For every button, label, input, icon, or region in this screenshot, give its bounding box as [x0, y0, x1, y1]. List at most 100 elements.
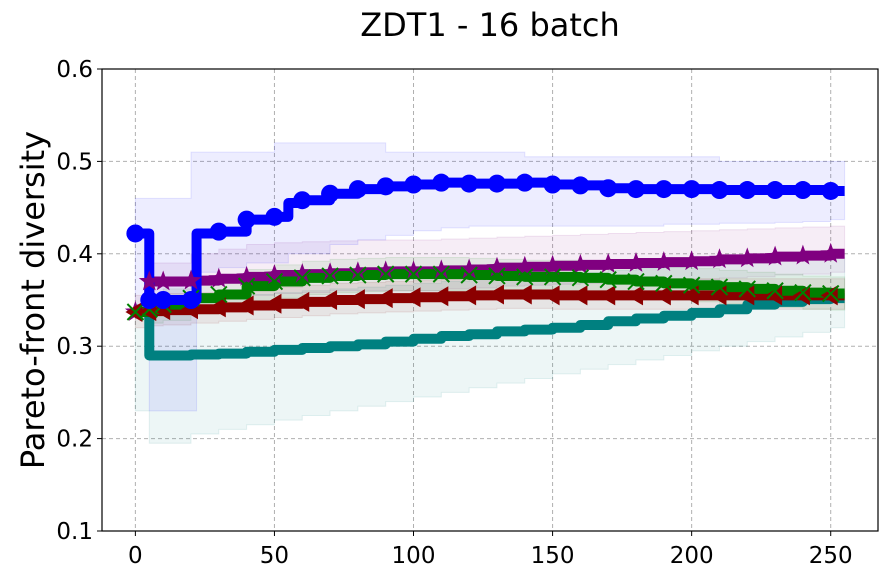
blue-data-point [348, 180, 367, 199]
darkred-data-point [765, 285, 783, 306]
darkred-data-point [347, 289, 365, 310]
green-data-point [404, 265, 423, 283]
green-data-point [265, 272, 284, 291]
purple-data-point [138, 270, 160, 291]
purple-data-point [569, 253, 591, 274]
teal-series-line [135, 293, 845, 361]
green-data-point [571, 269, 590, 287]
blue-data-point [515, 173, 534, 192]
blue-data-point [376, 177, 395, 196]
purple-data-point [542, 254, 563, 275]
y-tick-label: 0.1 [56, 519, 93, 545]
green-data-point [237, 277, 256, 295]
green-data-point [822, 284, 840, 303]
darkred-data-point [264, 293, 282, 314]
blue-data-point [432, 173, 451, 192]
x-tick-label: 100 [392, 543, 436, 569]
purple-data-point [319, 262, 341, 283]
x-tick-label: 250 [809, 543, 853, 569]
purple-data-point [347, 261, 369, 282]
blue-band [134, 142, 846, 412]
green-data-point [655, 274, 673, 293]
blue-data-point [265, 207, 284, 226]
blue-data-point [321, 184, 340, 203]
green-data-point [766, 282, 784, 300]
plot-frame [101, 68, 879, 532]
y-tick-label: 0.3 [56, 334, 93, 360]
blue-data-point [140, 291, 159, 309]
blue-data-point [237, 210, 256, 229]
blue-data-point [460, 174, 479, 193]
purple-data-point [514, 255, 536, 276]
blue-data-point [793, 181, 812, 200]
green-data-point [543, 268, 562, 286]
purple-data-point [430, 259, 452, 280]
darkred-data-point [403, 287, 421, 308]
purple-data-point [375, 260, 397, 281]
blue-data-point [182, 291, 201, 309]
green-data-point [516, 268, 534, 286]
purple-data-point [653, 251, 675, 271]
blue-data-point [682, 180, 701, 199]
axis-ticks: 0 50 100 150 200 250 0.1 0.2 0.3 0.4 0.5 0.6 [56, 57, 852, 569]
purple-data-point [820, 242, 842, 263]
purple-data-point [597, 253, 619, 273]
green-data-point [126, 303, 145, 321]
green-data-point [738, 280, 756, 298]
series-markers [124, 173, 842, 323]
purple-data-point [681, 250, 703, 271]
y-tick-label: 0.5 [56, 149, 93, 175]
green-data-point [293, 269, 311, 287]
darkred-data-point [459, 285, 477, 306]
purple-data-point [236, 265, 258, 286]
x-tick-label: 0 [128, 543, 143, 569]
darkred-data-point [375, 288, 393, 309]
darkred-data-point [570, 285, 588, 306]
purple-data-point [625, 252, 647, 272]
y-tick-label: 0.6 [56, 57, 93, 83]
blue-data-point [571, 176, 590, 195]
darkred-data-point [486, 284, 504, 305]
y-tick-label: 0.2 [56, 427, 93, 453]
darkred-data-point [208, 297, 226, 318]
purple-data-point [264, 264, 285, 284]
blue-data-point [599, 179, 618, 198]
purple-data-point [180, 269, 202, 290]
y-axis-label: Pareto-front diversity [14, 131, 52, 469]
green-data-point [794, 283, 812, 302]
x-tick-label: 150 [531, 543, 575, 569]
green-data-point [627, 272, 645, 291]
x-tick-label: 200 [670, 543, 714, 569]
purple-data-point [403, 260, 424, 281]
green-data-point [349, 266, 367, 284]
purple-data-point [291, 263, 313, 283]
blue-data-point [627, 180, 646, 199]
darkred-data-point [653, 285, 671, 306]
blue-data-point [154, 291, 173, 309]
blue-data-point [766, 181, 785, 200]
green-data-point [682, 276, 701, 294]
purple-data-point [486, 256, 508, 277]
green-data-point [488, 267, 506, 285]
blue-data-point [404, 175, 423, 194]
green-data-point [321, 267, 339, 285]
darkred-data-point [292, 291, 310, 312]
blue-data-point [209, 222, 228, 241]
green-data-point [710, 278, 729, 296]
green-data-point [376, 265, 395, 283]
green-data-point [460, 266, 478, 284]
green-data-point [432, 265, 451, 283]
darkred-data-point [542, 285, 560, 306]
blue-data-point [543, 175, 562, 194]
darkred-data-point [125, 302, 143, 323]
darkred-data-point [320, 290, 338, 310]
blue-data-point [487, 174, 506, 193]
chart-title: ZDT1 - 16 batch [360, 6, 620, 44]
x-tick-label: 50 [260, 543, 289, 569]
blue-data-point [710, 181, 729, 200]
darkred-data-point [681, 285, 699, 306]
blue-data-point [821, 181, 840, 200]
purple-data-point [709, 248, 730, 269]
blue-data-point [126, 224, 145, 243]
